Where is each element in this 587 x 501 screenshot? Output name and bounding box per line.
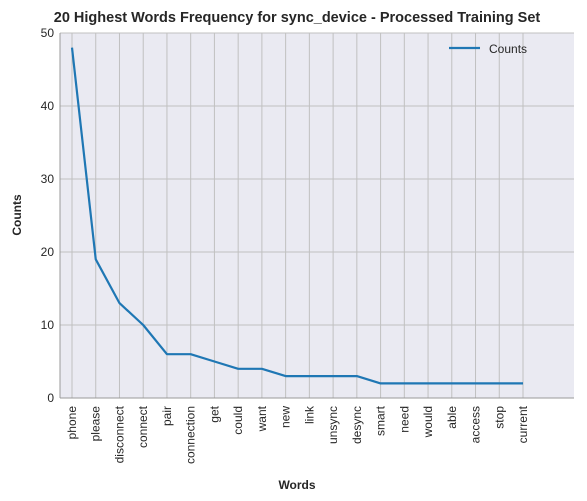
x-gridlines [71, 33, 524, 398]
x-tick-label: connection [184, 406, 198, 464]
y-tick-label: 40 [41, 99, 55, 113]
y-tick-label: 20 [41, 245, 55, 259]
x-tick-labels: phone please disconnect connect pair connecti… [65, 405, 530, 464]
plot-area [60, 33, 574, 398]
x-tick-label: access [469, 406, 483, 443]
x-tick-label: please [89, 406, 103, 442]
x-tick-label: unsync [326, 406, 340, 444]
y-tick-labels: 0 10 20 30 40 50 [41, 26, 55, 405]
y-tick-label: 30 [41, 172, 55, 186]
y-tick-label: 0 [47, 391, 54, 405]
series-line-counts [70, 47, 523, 385]
x-tick-label: desync [350, 406, 364, 444]
x-tick-label: able [445, 406, 459, 429]
x-tick-label: want [255, 405, 269, 432]
x-tick-label: link [302, 405, 316, 424]
x-tick-label: need [397, 406, 411, 433]
x-tick-label: current [516, 405, 530, 443]
x-tick-label: phone [65, 406, 79, 440]
x-tick-label: pair [160, 406, 174, 426]
x-tick-label: smart [374, 405, 388, 436]
y-axis-label: Counts [10, 194, 24, 236]
x-tick-label: disconnect [112, 405, 126, 463]
legend-label-counts: Counts [489, 42, 527, 56]
x-tick-label: connect [136, 405, 150, 448]
x-tick-label: stop [492, 406, 506, 429]
x-tick-label: new [279, 406, 293, 428]
x-tick-label: get [207, 405, 221, 422]
x-tick-label: would [421, 406, 435, 438]
legend: Counts [449, 42, 527, 56]
chart-title: 20 Highest Words Frequency for sync_devi… [54, 10, 541, 26]
x-axis-label: Words [278, 478, 315, 492]
x-tick-label: could [231, 406, 245, 435]
y-tick-label: 10 [41, 318, 55, 332]
y-tick-label: 50 [41, 26, 55, 40]
